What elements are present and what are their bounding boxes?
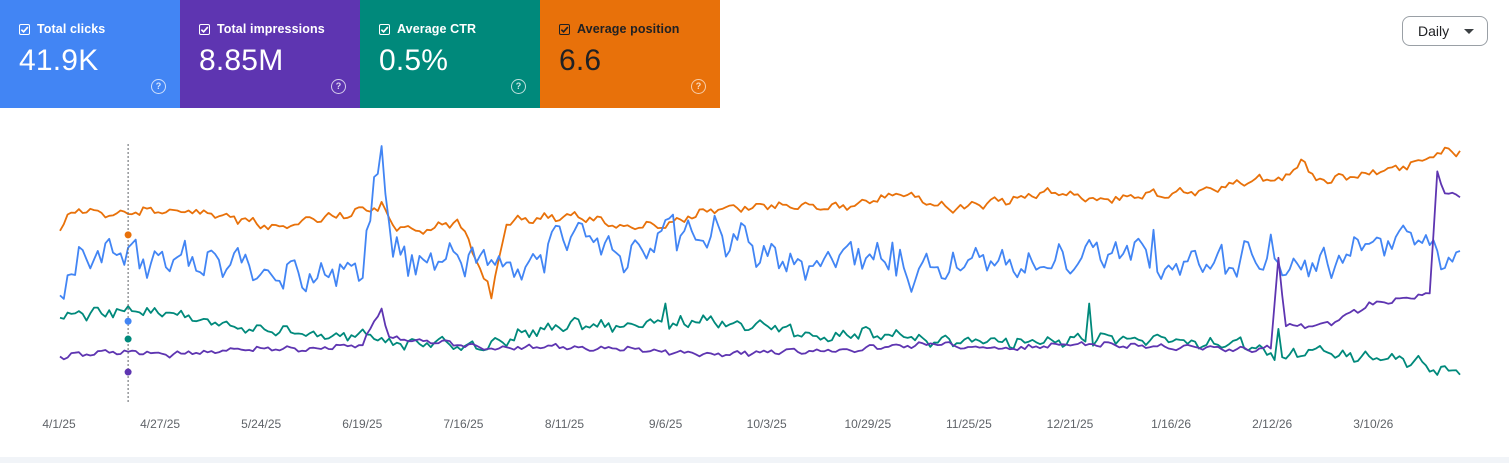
metric-card-clicks[interactable]: Total clicks 41.9K ? (0, 0, 180, 108)
x-tick-label: 7/16/25 (443, 417, 483, 431)
metric-cards: Total clicks 41.9K ? Total impressions 8… (0, 0, 720, 108)
x-tick-label: 3/10/26 (1353, 417, 1393, 431)
metric-value: 8.85M (199, 44, 284, 77)
hover-point-total-impressions (124, 368, 132, 376)
x-tick-label: 12/21/25 (1047, 417, 1094, 431)
hover-point-total-clicks (124, 317, 132, 325)
metric-label: Total clicks (37, 22, 106, 36)
x-tick-label: 4/27/25 (140, 417, 180, 431)
metric-value: 6.6 (559, 44, 602, 77)
metric-label: Average CTR (397, 22, 477, 36)
help-icon[interactable]: ? (511, 79, 526, 94)
period-dropdown[interactable]: Daily (1402, 16, 1488, 46)
x-tick-label: 10/29/25 (844, 417, 891, 431)
performance-chart[interactable]: 4/1/25 4/27/25 5/24/25 6/19/25 7/16/25 8/11/2… (0, 110, 1509, 440)
hover-point-average-position (124, 231, 132, 239)
metric-card-header: Total impressions (199, 22, 360, 36)
series-line-total-clicks[interactable] (59, 145, 1461, 300)
checkbox-checked-icon[interactable] (379, 23, 390, 35)
x-tick-label: 9/6/25 (649, 417, 683, 431)
checkbox-checked-icon[interactable] (559, 23, 570, 35)
metric-card-header: Average CTR (379, 22, 540, 36)
x-tick-label: 1/16/26 (1151, 417, 1191, 431)
checkbox-checked-icon[interactable] (19, 23, 30, 35)
x-tick-label: 8/11/25 (545, 417, 584, 431)
series-line-average-position[interactable] (59, 146, 1461, 300)
chart-hover-layer (124, 144, 132, 404)
metric-value: 0.5% (379, 44, 449, 77)
metric-value: 41.9K (19, 44, 99, 77)
help-icon[interactable]: ? (331, 79, 346, 94)
caret-down-icon (1464, 29, 1474, 34)
help-icon[interactable]: ? (151, 79, 166, 94)
x-tick-label: 2/12/26 (1252, 417, 1292, 431)
help-icon[interactable]: ? (691, 79, 706, 94)
checkbox-checked-icon[interactable] (199, 23, 210, 35)
x-tick-label: 10/3/25 (747, 417, 787, 431)
metric-label: Total impressions (217, 22, 325, 36)
x-tick-label: 6/19/25 (342, 417, 382, 431)
metric-card-impressions[interactable]: Total impressions 8.85M ? (180, 0, 360, 108)
metric-card-position[interactable]: Average position 6.6 ? (540, 0, 720, 108)
metric-label: Average position (577, 22, 680, 36)
x-tick-label: 5/24/25 (241, 417, 281, 431)
metric-card-ctr[interactable]: Average CTR 0.5% ? (360, 0, 540, 108)
series-line-total-impressions[interactable] (59, 170, 1461, 361)
x-tick-label: 4/1/25 (42, 417, 76, 431)
metric-card-header: Total clicks (19, 22, 180, 36)
series-line-average-ctr[interactable] (59, 302, 1461, 376)
x-tick-label: 11/25/25 (946, 417, 992, 431)
hover-point-average-ctr (124, 335, 132, 343)
metric-card-header: Average position (559, 22, 720, 36)
period-dropdown-value: Daily (1418, 23, 1450, 39)
chart-series-layer (59, 145, 1461, 376)
chart-x-axis: 4/1/25 4/27/25 5/24/25 6/19/25 7/16/25 8/11/2… (42, 417, 1393, 431)
